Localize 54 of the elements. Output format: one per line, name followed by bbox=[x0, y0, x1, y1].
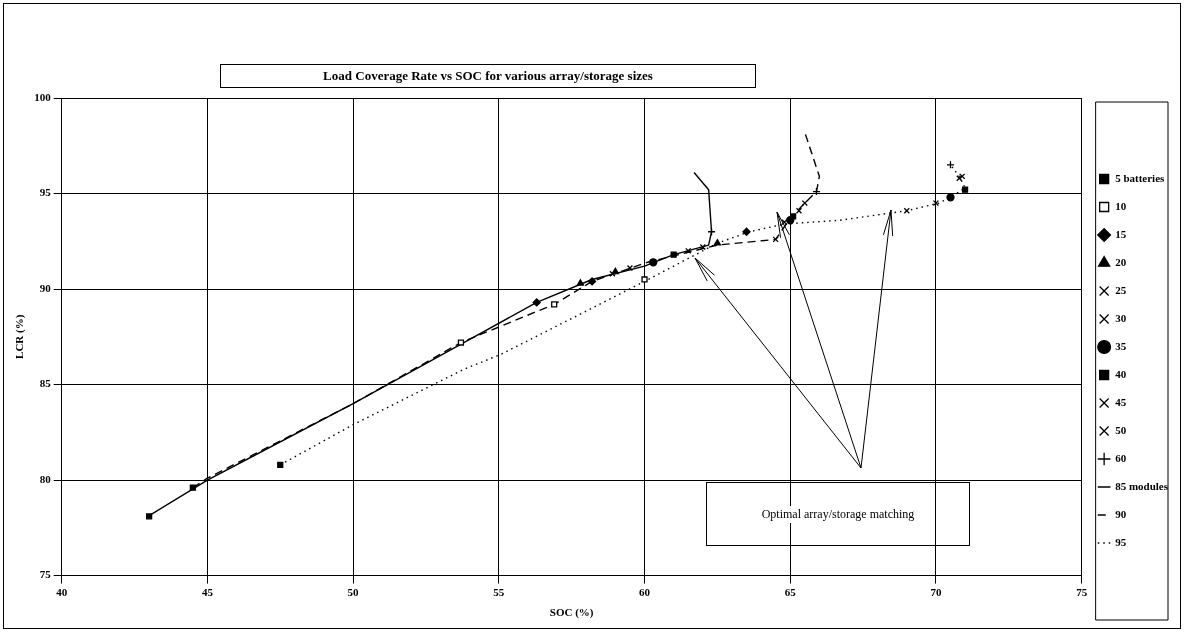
legend-label: 45 bbox=[1115, 395, 1127, 408]
legend-label: 10 bbox=[1115, 199, 1127, 212]
chart-title: Load Coverage Rate vs SOC for various array/storage sizes bbox=[220, 64, 756, 88]
legend-label: 20 bbox=[1115, 255, 1127, 268]
x-tick-label: 45 bbox=[201, 586, 214, 599]
point bbox=[576, 279, 585, 286]
point bbox=[551, 301, 558, 308]
point bbox=[903, 207, 910, 214]
point bbox=[946, 193, 955, 202]
point bbox=[795, 207, 803, 214]
y-tick-label: 80 bbox=[39, 472, 52, 485]
y-tick-label: 100 bbox=[34, 90, 52, 103]
point bbox=[699, 243, 706, 251]
point bbox=[713, 239, 722, 246]
point bbox=[189, 484, 196, 491]
x-tick-label: 75 bbox=[1076, 586, 1088, 599]
x-tick-label: 55 bbox=[493, 586, 505, 599]
y-axis-title: LCR (%) bbox=[13, 314, 27, 359]
point bbox=[641, 276, 648, 283]
x-tick-label: 70 bbox=[930, 586, 942, 599]
point bbox=[457, 339, 465, 346]
legend-label: 15 bbox=[1115, 227, 1127, 240]
point bbox=[277, 461, 284, 468]
point bbox=[649, 258, 658, 267]
point bbox=[146, 513, 153, 520]
legend-label: 25 bbox=[1115, 283, 1127, 296]
legend-label: 30 bbox=[1115, 311, 1127, 324]
legend-label: 85 modules bbox=[1115, 479, 1169, 492]
x-tick-label: 50 bbox=[347, 586, 360, 599]
y-tick-label: 90 bbox=[39, 281, 52, 294]
legend-label: 35 bbox=[1115, 339, 1127, 352]
legend-label: 90 bbox=[1115, 507, 1127, 520]
point bbox=[786, 216, 795, 225]
x-tick-label: 60 bbox=[639, 586, 651, 599]
legend-label: 5 batteries bbox=[1115, 171, 1166, 184]
point bbox=[801, 199, 808, 207]
point bbox=[532, 298, 541, 307]
legend-label: 50 bbox=[1115, 423, 1127, 436]
point bbox=[742, 227, 751, 236]
y-tick-label: 75 bbox=[39, 568, 52, 581]
x-tick-label: 40 bbox=[56, 586, 68, 599]
x-axis-title: SOC (%) bbox=[549, 606, 594, 620]
point bbox=[961, 186, 969, 193]
x-tick-label: 65 bbox=[784, 586, 797, 599]
point bbox=[670, 251, 677, 258]
legend-label: 40 bbox=[1115, 367, 1127, 380]
legend-label: 95 bbox=[1115, 535, 1127, 548]
point bbox=[587, 277, 597, 286]
point bbox=[946, 160, 955, 170]
legend-label: 60 bbox=[1115, 451, 1127, 464]
annotation: Optimal array/storage matching bbox=[758, 505, 918, 523]
y-tick-label: 85 bbox=[39, 377, 52, 390]
y-tick-label: 95 bbox=[39, 186, 52, 199]
point bbox=[611, 267, 620, 275]
